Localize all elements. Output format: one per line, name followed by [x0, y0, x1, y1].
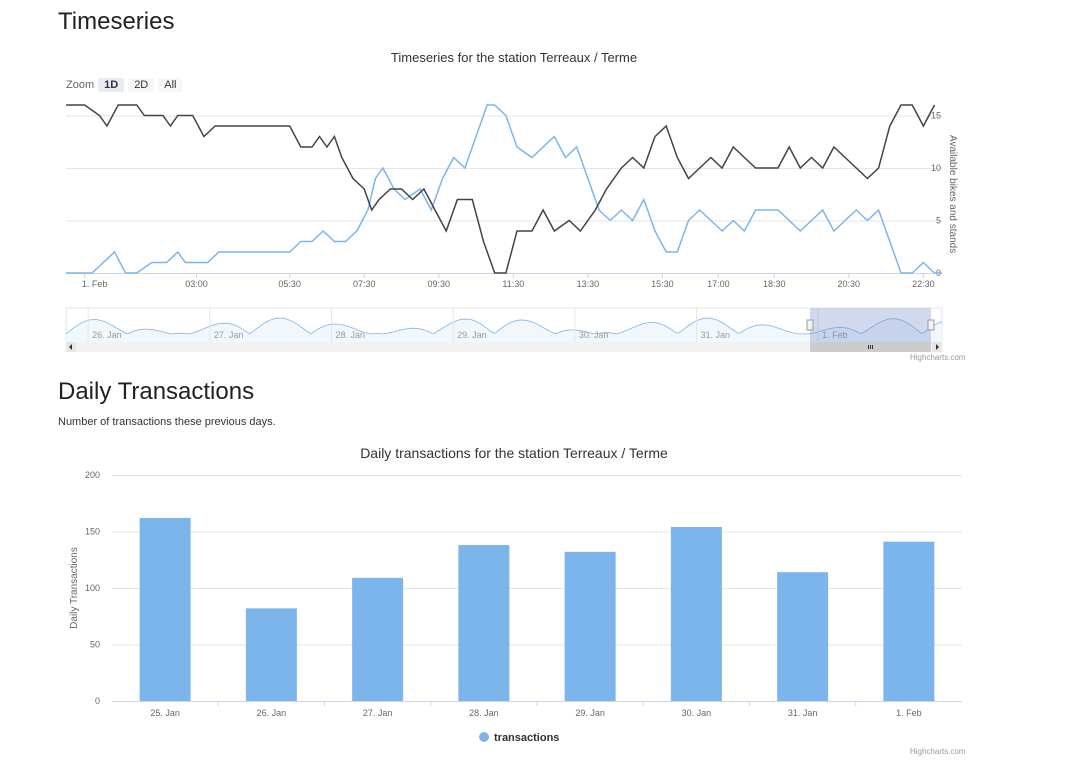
bar-xtick-label: 29. Jan [575, 708, 605, 718]
ts-xtick-label: 13:30 [577, 279, 600, 289]
navigator-label: 30. Jan [579, 330, 609, 340]
navigator-label: 31. Jan [701, 330, 731, 340]
ts-xtick-label: 20:30 [838, 279, 861, 289]
bar-ytick-label: 150 [85, 527, 100, 537]
ts-xtick-label: 03:00 [185, 279, 208, 289]
scrollbar-track [66, 342, 942, 352]
ts-y-axis-label: Available bikes and stands [947, 135, 958, 253]
ts-xtick-label: 11:30 [502, 279, 524, 289]
zoom-selector: Zoom 1D 2D All [66, 78, 183, 92]
navigator-selection [810, 308, 931, 342]
timeseries-credits[interactable]: Highcharts.com [910, 353, 966, 362]
ts-series-stands-line [66, 104, 936, 274]
daily-credits[interactable]: Highcharts.com [910, 747, 966, 756]
daily-transactions-chart: 0 50 100 150 200 Daily Transactions 25. Jan 26.… [69, 470, 962, 744]
navigator-label: 27. Jan [214, 330, 244, 340]
navigator-handle-right [927, 319, 935, 331]
zoom-label: Zoom [66, 79, 95, 91]
bar-legend[interactable]: transactions [479, 732, 559, 744]
ts-xtick-label: 1. Feb [82, 279, 108, 289]
navigator-label: 26. Jan [92, 330, 122, 340]
timeseries-chart-title: Timeseries for the station Terreaux / Te… [390, 50, 638, 65]
legend-label: transactions [494, 732, 559, 744]
bar-xtick-label: 30. Jan [682, 708, 712, 718]
bar-ytick-label: 50 [90, 640, 100, 650]
navigator-series-line [65, 317, 943, 335]
ts-xtick-label: 22:30 [912, 279, 935, 289]
bar-xtick-label: 27. Jan [363, 708, 393, 718]
daily-transactions-subtitle: Number of transactions these previous da… [58, 416, 276, 428]
ts-xtick-label: 15:30 [651, 279, 674, 289]
bar-ytick-label: 200 [85, 470, 100, 480]
bar-xtick-label: 1. Feb [896, 708, 922, 718]
navigator-area [66, 318, 942, 342]
bar-ytick-label: 0 [95, 696, 100, 706]
navigator-label: 29. Jan [457, 330, 487, 340]
legend-symbol [479, 732, 489, 742]
ts-xtick-label: 09:30 [428, 279, 451, 289]
bar-27-jan [352, 577, 404, 701]
bar-ytick-label: 100 [85, 583, 100, 593]
ts-series-bikes-line [66, 104, 942, 274]
bar-29-jan [564, 551, 616, 701]
bar-28-jan [458, 545, 510, 701]
ts-xtick-label: 07:30 [353, 279, 376, 289]
bar-26-jan [245, 608, 297, 701]
ts-ytick-label: 5 [936, 216, 941, 226]
bar-1-feb [883, 541, 935, 701]
bar-25-jan [139, 517, 191, 701]
ts-xtick-label: 05:30 [278, 279, 301, 289]
navigator-label: 1. Feb [822, 330, 848, 340]
bar-xtick-label: 28. Jan [469, 708, 499, 718]
daily-chart-title: Daily transactions for the station Terre… [360, 445, 668, 461]
zoom-1d-button[interactable]: 1D [98, 78, 125, 92]
zoom-2d-button[interactable]: 2D [128, 78, 155, 92]
daily-transactions-heading: Daily Transactions [58, 378, 255, 405]
navigator-handle-left [806, 319, 814, 331]
ts-ytick-label: 15 [931, 111, 941, 121]
zoom-all-button[interactable]: All [158, 78, 183, 92]
bar-xtick-label: 25. Jan [150, 708, 180, 718]
scrollbar-right-arrow-icon [936, 344, 939, 350]
timeseries-heading: Timeseries [58, 8, 175, 35]
bar-31-jan [777, 572, 829, 701]
bar-xtick-label: 26. Jan [257, 708, 287, 718]
ts-xtick-label: 17:00 [707, 279, 730, 289]
ts-xtick-label: 18:30 [763, 279, 786, 289]
ts-ytick-label: 10 [931, 163, 941, 173]
navigator-label: 28. Jan [336, 330, 366, 340]
bar-30-jan [670, 526, 722, 701]
scrollbar-left-arrow-icon [69, 344, 72, 350]
bar-y-axis-label: Daily Transactions [69, 547, 80, 629]
bar-xtick-label: 31. Jan [788, 708, 818, 718]
